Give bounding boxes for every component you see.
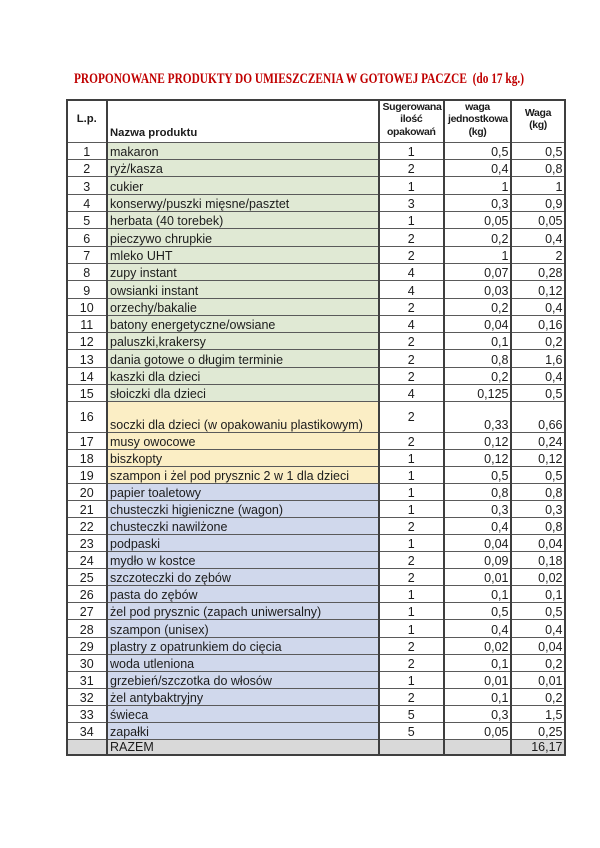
svg-text:PROPONOWANE PRODUKTY DO UMIESZ: PROPONOWANE PRODUKTY DO UMIESZCZENIA W G… bbox=[74, 71, 524, 87]
